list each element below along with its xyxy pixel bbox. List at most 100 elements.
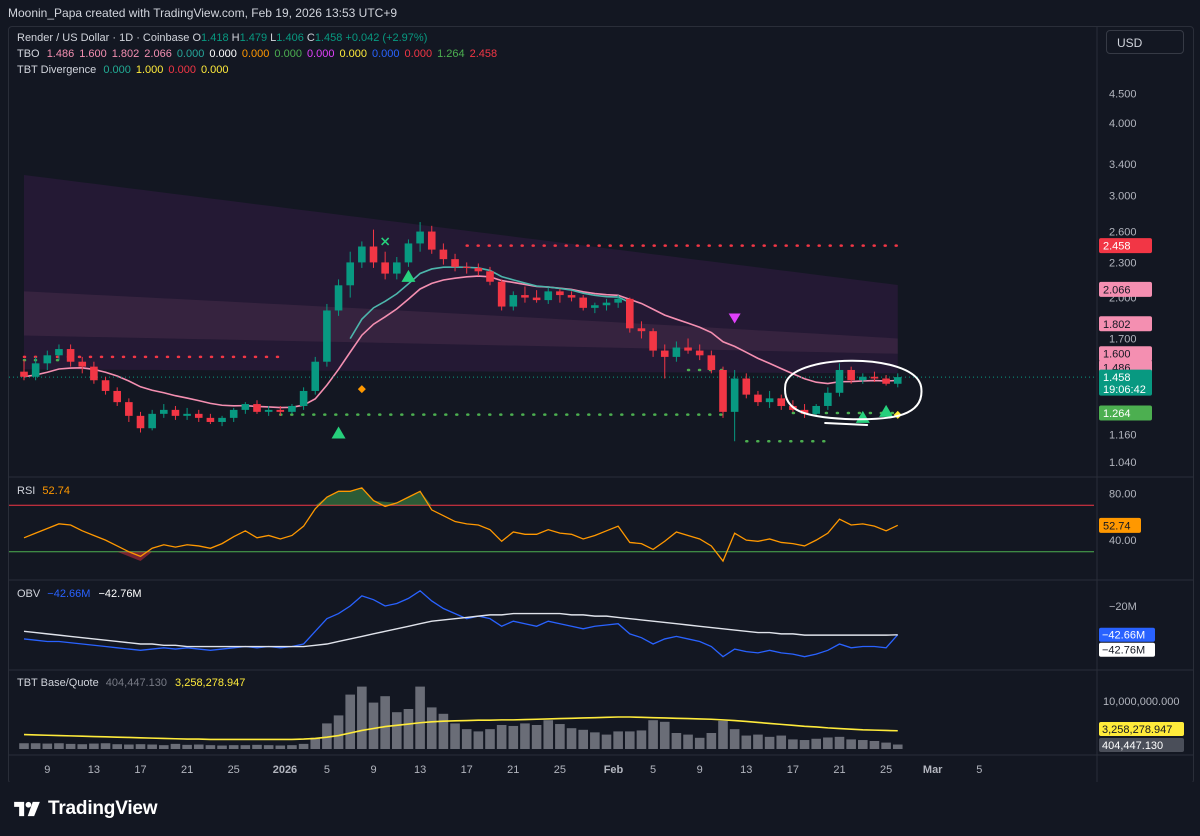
time-axis-tick: 5 (650, 764, 656, 776)
volume-bar (869, 741, 880, 749)
obv-axis-tick: −20M (1109, 601, 1137, 613)
volume-bar (823, 737, 833, 749)
volume-bar (718, 720, 728, 749)
divergence-label[interactable]: TBT Divergence (17, 64, 97, 76)
candle (497, 279, 506, 311)
candle-body (847, 369, 855, 381)
time-axis-tick: 21 (507, 764, 519, 776)
candle (334, 279, 343, 316)
candle (31, 356, 40, 381)
level-badge-1264-bg (1099, 405, 1152, 421)
candle (544, 287, 553, 304)
volume-bar (77, 744, 88, 749)
level-badge-1264: 1.264 (1099, 405, 1152, 421)
candle-body (369, 246, 378, 263)
volume-bar (461, 729, 472, 749)
candle (253, 400, 261, 414)
obv-legend: OBV −42.66M −42.76M (17, 588, 142, 600)
volume-bar (578, 729, 588, 749)
chart-panel[interactable]: 4.500 4.000 3.400 3.000 2.600 2.300 2.000 1.700… (8, 26, 1194, 784)
candle-body (742, 378, 751, 395)
candle (660, 344, 669, 379)
candle-body (626, 298, 634, 329)
candle-body (474, 267, 483, 272)
volume-bar (753, 734, 763, 749)
candle-body (381, 262, 389, 274)
obv-label[interactable]: OBV (17, 588, 41, 600)
currency-button[interactable]: USD (1106, 30, 1184, 54)
volume-bar (298, 743, 309, 749)
candle-body (521, 295, 529, 298)
rsi-value: 52.74 (42, 485, 70, 497)
candle-body (684, 347, 692, 351)
tbo-value: 2.066 (144, 48, 172, 60)
volume-bar (741, 735, 752, 749)
volume-bar (228, 745, 239, 749)
volume-bar (590, 732, 600, 749)
base-quote-ma-badge: 3,258,278.947 (1099, 722, 1184, 736)
rsi-label[interactable]: RSI (17, 485, 36, 497)
candle-body (672, 347, 681, 357)
volume-bar (217, 745, 227, 749)
obv-badge-text: −42.66M (1102, 630, 1145, 642)
candle-body (358, 246, 366, 263)
divergence-diamond (357, 385, 366, 394)
level-badge-1600-text: 1.600 (1103, 349, 1131, 361)
candle (358, 241, 366, 268)
candle (509, 291, 518, 311)
volume-bar (450, 723, 460, 749)
volume-bar (566, 728, 577, 749)
candle (462, 262, 471, 274)
tbo-value: 0.000 (209, 48, 237, 60)
brand[interactable]: TradingView (12, 798, 158, 820)
tbo-legend: TBO 1.486 1.600 1.802 2.066 0.000 0.000 0.000 0… (17, 48, 502, 60)
symbol-title[interactable]: Render / US Dollar · 1D · Coinbase (17, 32, 190, 44)
obv-badge-bg (1099, 627, 1155, 642)
buy-signal-triangle (401, 269, 416, 282)
base-quote-label[interactable]: TBT Base/Quote (17, 677, 99, 689)
candle-body (532, 297, 541, 301)
volume-bar (263, 745, 274, 749)
time-axis-tick: 9 (697, 764, 703, 776)
price-axis-tick: 1.700 (1109, 333, 1137, 345)
volume-bar (671, 733, 682, 749)
time-axis-tick: Mar (923, 764, 943, 776)
volume-bar (694, 737, 705, 749)
candle-body (66, 349, 75, 362)
candle-body (183, 413, 191, 416)
candle-body (276, 409, 285, 412)
time-axis-tick: 5 (324, 764, 330, 776)
candle (276, 405, 285, 416)
price-axis-tick: 4.500 (1109, 89, 1137, 101)
candle-body (427, 231, 436, 250)
candle-body (218, 417, 226, 422)
candle (439, 243, 448, 265)
candle (626, 297, 634, 333)
candle (812, 404, 820, 416)
candle-body (509, 295, 518, 307)
volume-bar (252, 744, 262, 749)
chart-canvas[interactable]: 4.5004.0003.4003.0002.6002.3002.0001.700… (9, 27, 1193, 783)
candle-body (591, 305, 599, 308)
candle-body (824, 392, 832, 406)
volume-bar (54, 743, 64, 749)
volume-bar (473, 731, 484, 749)
candle-body (393, 262, 401, 274)
volume-bar (438, 713, 449, 749)
candle (614, 295, 622, 308)
candle-body (486, 271, 494, 282)
tbo-value: 2.458 (469, 48, 498, 60)
volume-bar (205, 745, 216, 749)
volume-bar (729, 729, 740, 749)
level-badge-1264-text: 1.264 (1103, 408, 1131, 420)
volume-bar (100, 743, 111, 749)
ohlc-value-h: 1.479 (239, 32, 268, 44)
level-badge-2066: 2.066 (1099, 281, 1152, 297)
volume-bar (508, 725, 519, 749)
volume-bar (811, 738, 821, 749)
volume-bar (193, 744, 204, 749)
rsi-value-badge: 52.74 (1099, 517, 1141, 533)
candle (637, 321, 646, 339)
candle (264, 405, 273, 416)
tbo-label[interactable]: TBO (17, 48, 40, 60)
